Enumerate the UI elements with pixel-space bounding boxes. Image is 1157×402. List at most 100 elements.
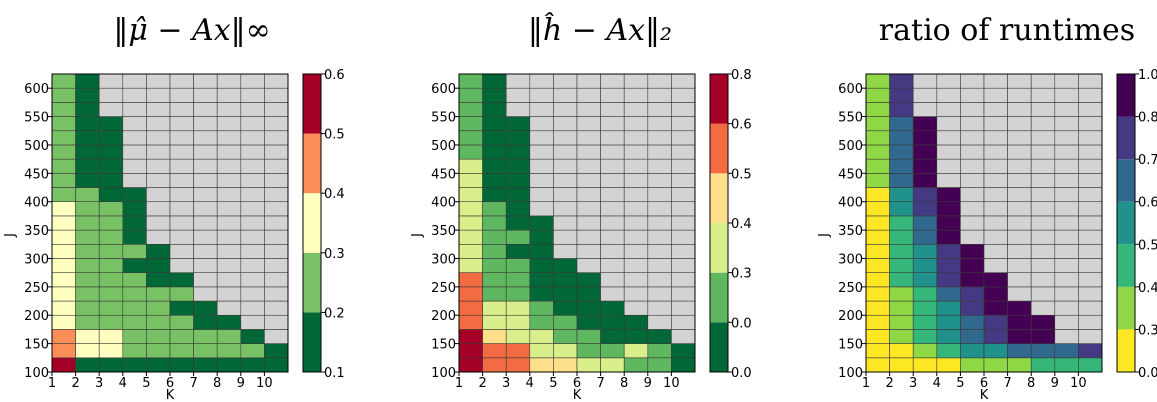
heatmap-cell: [98, 229, 124, 245]
heatmap-cell: [600, 272, 625, 288]
heatmap-cell: [216, 229, 242, 245]
heatmap-cell: [51, 87, 76, 103]
heatmap-cell: [505, 286, 531, 302]
heatmap-cell: [146, 229, 171, 245]
heatmap-cell: [983, 314, 1008, 330]
heatmap-cell: [146, 329, 171, 344]
y-tick-label: 600: [24, 82, 49, 97]
x-tick-label: 1: [48, 376, 56, 391]
heatmap-cell: [98, 215, 124, 231]
heatmap-cell: [264, 357, 289, 373]
y-tick-label: 300: [431, 252, 456, 267]
heatmap-cell: [576, 158, 601, 174]
heatmap-cell: [75, 329, 100, 344]
heatmap-cell: [51, 173, 76, 188]
heatmap-cell: [576, 286, 601, 302]
heatmap-cell: [889, 201, 914, 217]
x-tick-label: 8: [1027, 376, 1035, 391]
heatmap-cell: [122, 300, 147, 316]
heatmap-cell: [75, 158, 100, 174]
heatmap-cell: [51, 329, 76, 344]
heatmap-cell: [169, 158, 194, 174]
heatmap-cell: [146, 158, 171, 174]
heatmap-cell: [122, 102, 147, 117]
heatmap-cell: [482, 158, 507, 174]
heatmap-cell: [889, 314, 914, 330]
heatmap-cell: [600, 173, 625, 188]
x-tick-label: 4: [526, 376, 534, 391]
heatmap-cell: [529, 87, 554, 103]
heatmap-cell: [1054, 229, 1079, 245]
heatmap-cell: [960, 187, 985, 203]
heatmap-cell: [240, 357, 265, 373]
colorbar-swatch: [1117, 159, 1135, 202]
heatmap-cell: [458, 229, 483, 245]
heatmap-cell: [146, 173, 171, 188]
heatmap-cell: [240, 158, 265, 174]
heatmap-cell: [889, 357, 914, 373]
y-tick-label: 100: [838, 366, 863, 381]
heatmap-cell: [482, 87, 507, 103]
heatmap-cell: [193, 130, 218, 146]
heatmap-cell: [51, 130, 76, 146]
heatmap-cell: [264, 229, 289, 245]
heatmap-cell: [1054, 87, 1079, 103]
heatmap-cell: [529, 173, 554, 188]
heatmap-cell: [983, 116, 1008, 132]
heatmap-cell: [1078, 300, 1103, 316]
heatmap-cell: [647, 272, 672, 288]
heatmap-cell: [889, 87, 914, 103]
heatmap-cell: [671, 187, 696, 203]
x-tick-label: 1: [862, 376, 870, 391]
heatmap-cell: [600, 102, 625, 117]
heatmap-cell: [264, 102, 289, 117]
colorbar-tick-label: 0.4: [731, 217, 752, 232]
heatmap-cell: [1030, 201, 1056, 217]
heatmap-cell: [240, 229, 265, 245]
heatmap-cell: [216, 187, 242, 203]
heatmap-cell: [75, 130, 100, 146]
heatmap-cell: [146, 201, 171, 217]
heatmap-cell: [193, 201, 218, 217]
colorbar-tick-label: 0.4: [1138, 281, 1157, 296]
heatmap-cell: [671, 329, 696, 344]
heatmap-cell: [623, 173, 649, 188]
heatmap-cell: [865, 173, 890, 188]
heatmap-cell: [576, 116, 601, 132]
heatmap-cell: [98, 173, 124, 188]
heatmap-cell: [576, 215, 601, 231]
heatmap-cell: [458, 343, 483, 359]
heatmap-cell: [169, 73, 194, 89]
x-axis-label: K: [573, 388, 582, 402]
heatmap-cell: [889, 286, 914, 302]
colorbar-tick-label: 0.4: [324, 187, 345, 202]
heatmap-cell: [1054, 73, 1079, 89]
x-tick-label: 9: [237, 376, 245, 391]
heatmap-cell: [1030, 130, 1056, 146]
heatmap-cell: [865, 187, 890, 203]
colorbar-tick-label: 0.2: [324, 306, 345, 321]
heatmap-cell: [865, 314, 890, 330]
heatmap-cell: [458, 300, 483, 316]
heatmap-cell: [600, 258, 625, 273]
heatmap-cell: [122, 229, 147, 245]
colorbar-swatch: [303, 193, 321, 253]
heatmap-cell: [647, 243, 672, 259]
y-axis-label: J: [817, 233, 832, 238]
heatmap-cell: [51, 357, 76, 373]
y-tick-label: 200: [24, 309, 49, 324]
colorbar-swatch: [303, 74, 321, 134]
heatmap-cell: [264, 343, 289, 359]
heatmap-cell: [529, 158, 554, 174]
x-tick-label: 8: [620, 376, 628, 391]
heatmap-cell: [505, 300, 531, 316]
heatmap-cell: [960, 102, 985, 117]
heatmap-cell: [529, 258, 554, 273]
heatmap-cell: [889, 173, 914, 188]
heatmap-cell: [576, 201, 601, 217]
heatmap-cell: [960, 116, 985, 132]
heatmap-cell: [482, 357, 507, 373]
heatmap-cell: [1078, 130, 1103, 146]
heatmap-cell: [169, 314, 194, 330]
heatmap-cell: [936, 343, 961, 359]
